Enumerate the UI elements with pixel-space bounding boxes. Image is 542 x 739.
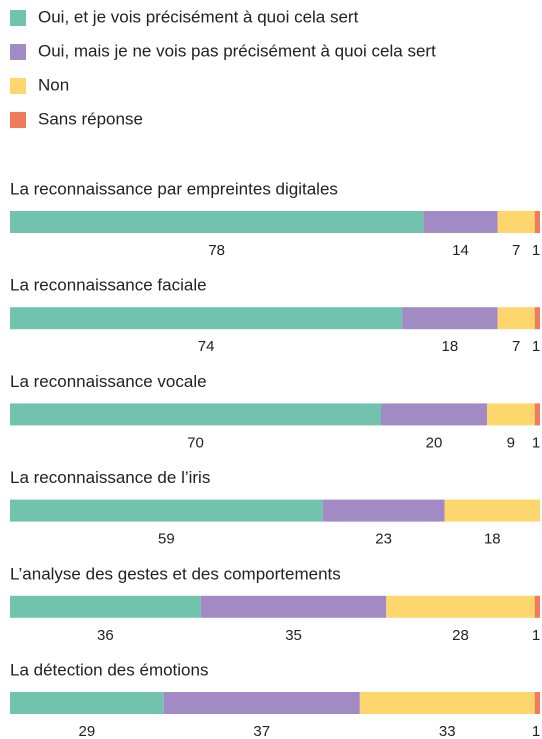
value-label: 18	[442, 338, 459, 355]
bar-segment	[423, 211, 498, 233]
legend-swatch	[10, 78, 26, 94]
category-label: La reconnaissance vocale	[10, 372, 207, 391]
bar-segment	[10, 499, 323, 522]
legend-label: Sans réponse	[38, 109, 143, 128]
value-label: 18	[484, 531, 501, 548]
value-label: 59	[158, 531, 175, 548]
legend-label: Non	[38, 75, 69, 94]
value-label: 9	[507, 434, 515, 451]
value-label: 37	[253, 723, 270, 739]
bar-segment	[534, 307, 540, 330]
value-label: 20	[426, 434, 443, 451]
bar-segment	[200, 595, 387, 618]
category-label: La détection des émotions	[10, 660, 208, 679]
legend-swatch	[10, 112, 26, 128]
bar-segment	[402, 307, 498, 330]
bar-segment	[534, 403, 540, 426]
value-label: 1	[532, 723, 540, 739]
bar-segment	[10, 211, 424, 233]
value-label: 78	[208, 242, 225, 259]
category-label: La reconnaissance de l’iris	[10, 468, 210, 487]
bar-segment	[534, 595, 540, 618]
bar-segment	[163, 692, 360, 714]
bar-segment	[497, 211, 535, 233]
value-label: 35	[285, 627, 302, 644]
bar-segment	[10, 307, 403, 330]
legend-swatch	[10, 44, 26, 60]
value-label: 74	[198, 338, 215, 355]
category-label: La reconnaissance par empreintes digital…	[10, 179, 338, 198]
bar-segment	[444, 499, 540, 522]
value-label: 1	[532, 242, 540, 259]
value-label: 23	[375, 531, 392, 548]
bar-segment	[487, 403, 535, 426]
bar-segment	[10, 403, 381, 426]
value-label: 1	[532, 338, 540, 355]
category-label: L’analyse des gestes et des comportement…	[10, 564, 341, 583]
bar-segment	[10, 692, 164, 714]
value-label: 33	[439, 723, 456, 739]
bar-segment	[359, 692, 535, 714]
bar-segment	[497, 307, 535, 330]
bar-segment	[10, 595, 201, 618]
bar-segment	[386, 595, 535, 618]
bar-segment	[381, 403, 487, 426]
legend-label: Oui, mais je ne vois pas précisément à q…	[38, 41, 436, 60]
legend-swatch	[10, 10, 26, 26]
legend-label: Oui, et je vois précisément à quoi cela …	[38, 7, 359, 26]
value-label: 36	[97, 627, 114, 644]
bar-segment	[322, 499, 445, 522]
value-label: 1	[532, 434, 540, 451]
bar-segment	[534, 211, 540, 233]
value-label: 29	[79, 723, 96, 739]
value-label: 70	[187, 434, 204, 451]
value-label: 28	[452, 627, 469, 644]
category-label: La reconnaissance faciale	[10, 276, 207, 295]
value-label: 7	[512, 338, 520, 355]
value-label: 1	[532, 627, 540, 644]
bar-segment	[534, 692, 540, 714]
value-label: 14	[452, 242, 469, 259]
value-label: 7	[512, 242, 520, 259]
